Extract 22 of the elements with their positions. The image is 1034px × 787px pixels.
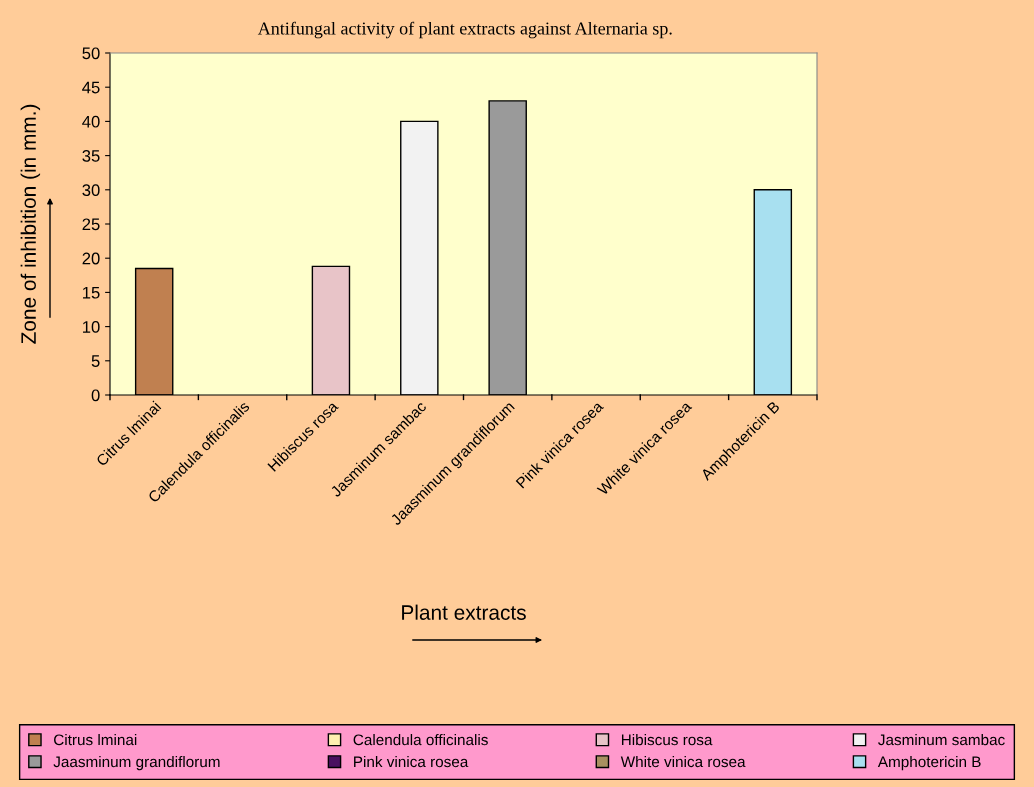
y-tick-label: 5 — [91, 355, 100, 367]
chart-title: Antifungal activity of plant extracts against Alternaria sp. — [257, 21, 672, 39]
y-tick-label: 20 — [82, 252, 100, 265]
y-tick-label: 45 — [82, 81, 100, 94]
legend-label: Hibiscus rosa — [621, 733, 713, 746]
y-tick-label: 35 — [82, 150, 100, 162]
y-tick-label: 0 — [91, 389, 100, 402]
legend-label: Pink vinica rosea — [354, 755, 469, 768]
legend-label: Jasminum sambac — [878, 733, 1005, 746]
legend-label: Calendula officinalis — [353, 733, 488, 746]
legend-label: White vinica rosea — [620, 755, 746, 768]
legend-label: Jaasminum grandiflorum — [53, 755, 220, 771]
x-axis-title: Plant extracts — [402, 604, 526, 620]
y-tick-label: 30 — [82, 184, 100, 196]
y-tick-label: 50 — [82, 47, 100, 60]
y-tick-label: 15 — [83, 286, 100, 299]
y-axis-title: Zone of inhibition (in mm.) — [20, 104, 41, 344]
y-tick-label: 10 — [83, 321, 100, 333]
y-tick-label: 40 — [82, 115, 100, 128]
legend-label: Citrus lminai — [54, 733, 137, 746]
y-tick-label: 25 — [82, 218, 100, 231]
legend-label: Amphotericin B — [877, 755, 981, 771]
